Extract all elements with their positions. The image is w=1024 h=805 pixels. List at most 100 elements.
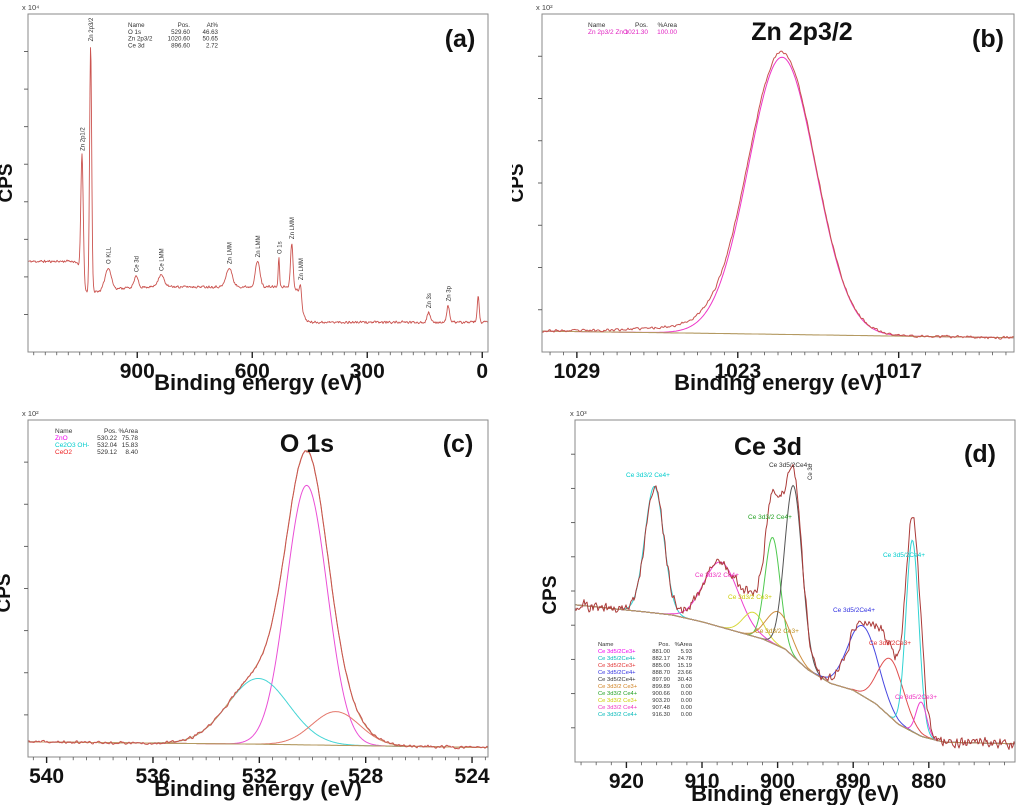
peak-label: Ce 3d [808,464,814,480]
peak-label: Zn 2p3/2 [89,17,95,41]
peak-label: Ce 3d3/2 Ce3+ [728,594,772,601]
panel-d-ylabel: CPS [540,575,561,614]
legend-header: Name [598,642,613,648]
peak-label: O KLL [107,246,113,264]
legend-header: Name [588,22,606,29]
panel-c-y-multiplier: x 10² [22,409,39,418]
legend-row-area: 0.00 [681,712,692,718]
panel-d-y-multiplier: x 10³ [570,409,587,418]
legend-row-pos: 907.48 [652,705,670,711]
x-tick-label: 540 [29,765,64,788]
x-tick-label: 900 [760,770,795,793]
x-tick-label: 1029 [554,360,601,383]
peak-label: O 1s [277,241,283,254]
legend-row-name: Ce 3d3/2 Ce3+ [598,684,638,690]
peak-label: Zn LMM [290,217,296,239]
legend-row-area: 8.40 [125,449,138,456]
legend-row-pos: 882.17 [652,656,670,662]
legend-row-area: 75.78 [122,435,139,442]
x-tick-label: 920 [609,770,644,793]
baseline-curve [575,604,1015,745]
panel-a-tag: (a) [445,25,476,53]
component-curve [575,604,1015,745]
legend-row-area: 100.00 [657,29,677,36]
legend-row-pos: 903.20 [652,698,670,704]
legend-row-name: Ce 3d3/2 Ce4+ [598,712,638,718]
x-tick-label: 532 [242,765,277,788]
legend-row-name: Ce 3d5/2Ce3+ [598,649,636,655]
curves-group [28,450,488,750]
legend-row-pos: 896.60 [171,42,190,49]
plot-border [27,13,489,353]
peak-label: Ce 3d3/2 Ce4+ [695,572,739,579]
legend-row-name: Ce2O3 OH- [55,442,89,449]
legend-row-area: 23.66 [677,670,692,676]
peak-label: Ce 3d5/2Ce4+ [883,552,925,559]
legend-row-pos: 885.00 [652,663,670,669]
peak-label: Zn LMM [228,242,234,264]
legend-row-name: Ce 3d3/2 Ce3+ [598,698,638,704]
component-curve [542,56,1014,339]
peak-label: Ce 3d3/2 Ce3+ [755,628,799,635]
panel-c-tag: (c) [443,430,474,458]
peak-label: Zn 2p1/2 [81,127,87,151]
peak-label: Ce 3d5/2Ce3+ [895,694,937,701]
panel-b-title: Zn 2p3/2 [751,18,852,46]
peak-label: Zn LMM [299,258,305,280]
legend-row-pos: 899.89 [652,684,670,690]
legend-row-name: Zn 2p3/2 ZnO [588,29,628,36]
baseline-curve [542,330,1014,339]
panel-b-plot: 1029 1023 1017 Name Pos. %Area Zn 2p3/2 ZnO102… [512,3,1015,395]
legend-row-pos: 1020.60 [168,36,191,43]
peak-label: Ce 3d3/2 Ce4+ [626,472,670,479]
legend-row-pos: 900.66 [652,691,670,697]
data-trace [542,50,1014,340]
legend-header: Name [128,22,145,29]
legend-row-pos: 529.12 [97,449,117,456]
peak-label: Ce 3d5/2Ce4+ [833,607,875,614]
legend-row-area: 50.65 [203,36,219,43]
legend-row-pos: 897.90 [652,677,670,683]
legend-row-name: Ce 3d5/2Ce4+ [598,677,636,683]
peak-label: Zn LMM [256,235,262,257]
x-tick-label: 528 [348,765,383,788]
panel-a-ylabel: CPS [0,163,17,202]
legend-row-name: Ce 3d3/2 Ce4+ [598,705,638,711]
panel-d-xlabel: Binding energy (eV) [691,781,899,805]
legend-row-name: Ce 3d5/2Ce4+ [598,670,636,676]
panel-a-y-multiplier: x 10⁴ [22,3,39,12]
peak-label: Ce 3d5/2Ce4+ [769,462,811,469]
component-curve [28,678,488,749]
data-trace [28,450,488,750]
component-curve [575,484,1015,745]
plot-border [27,419,489,758]
component-curve [575,604,1015,745]
panel-c-plot: 540 536 532 528 524 Name Pos. %Area ZnO 530.22 75.… [0,409,490,801]
x-tick-label: 900 [120,360,155,383]
legend-row-name: Ce 3d5/2Ce4+ [598,656,636,662]
legend-header: Name [55,428,73,435]
legend-row-pos: 888.70 [652,670,670,676]
legend-row-name: CeO2 [55,449,72,456]
legend-row-area: 46.63 [203,29,219,36]
x-tick-label: 1023 [714,360,761,383]
legend-row-area: 15.83 [122,442,139,449]
legend-row-area: 2.72 [206,42,219,49]
legend-row-area: 5.93 [681,649,692,655]
legend-row-area: 24.78 [677,656,692,662]
component-curve [575,539,1015,745]
legend-row-area: 0.00 [681,705,692,711]
peak-label: Zn 3p [447,285,453,301]
component-curve [575,485,1015,745]
envelope-curve [28,450,488,749]
peak-label: Zn 3s [427,293,433,308]
panel-a-xlabel: Binding energy (eV) [154,370,362,395]
peak-label: Ce LMM [160,248,166,271]
legend-header: %Area [118,428,138,435]
peak-label: Ce 3d [135,256,141,272]
legend-row-pos: 532.04 [97,442,117,449]
legend-row-area: 0.00 [681,691,692,697]
data-trace [28,47,488,325]
x-tick-label: 890 [836,770,871,793]
component-curve [28,484,488,749]
